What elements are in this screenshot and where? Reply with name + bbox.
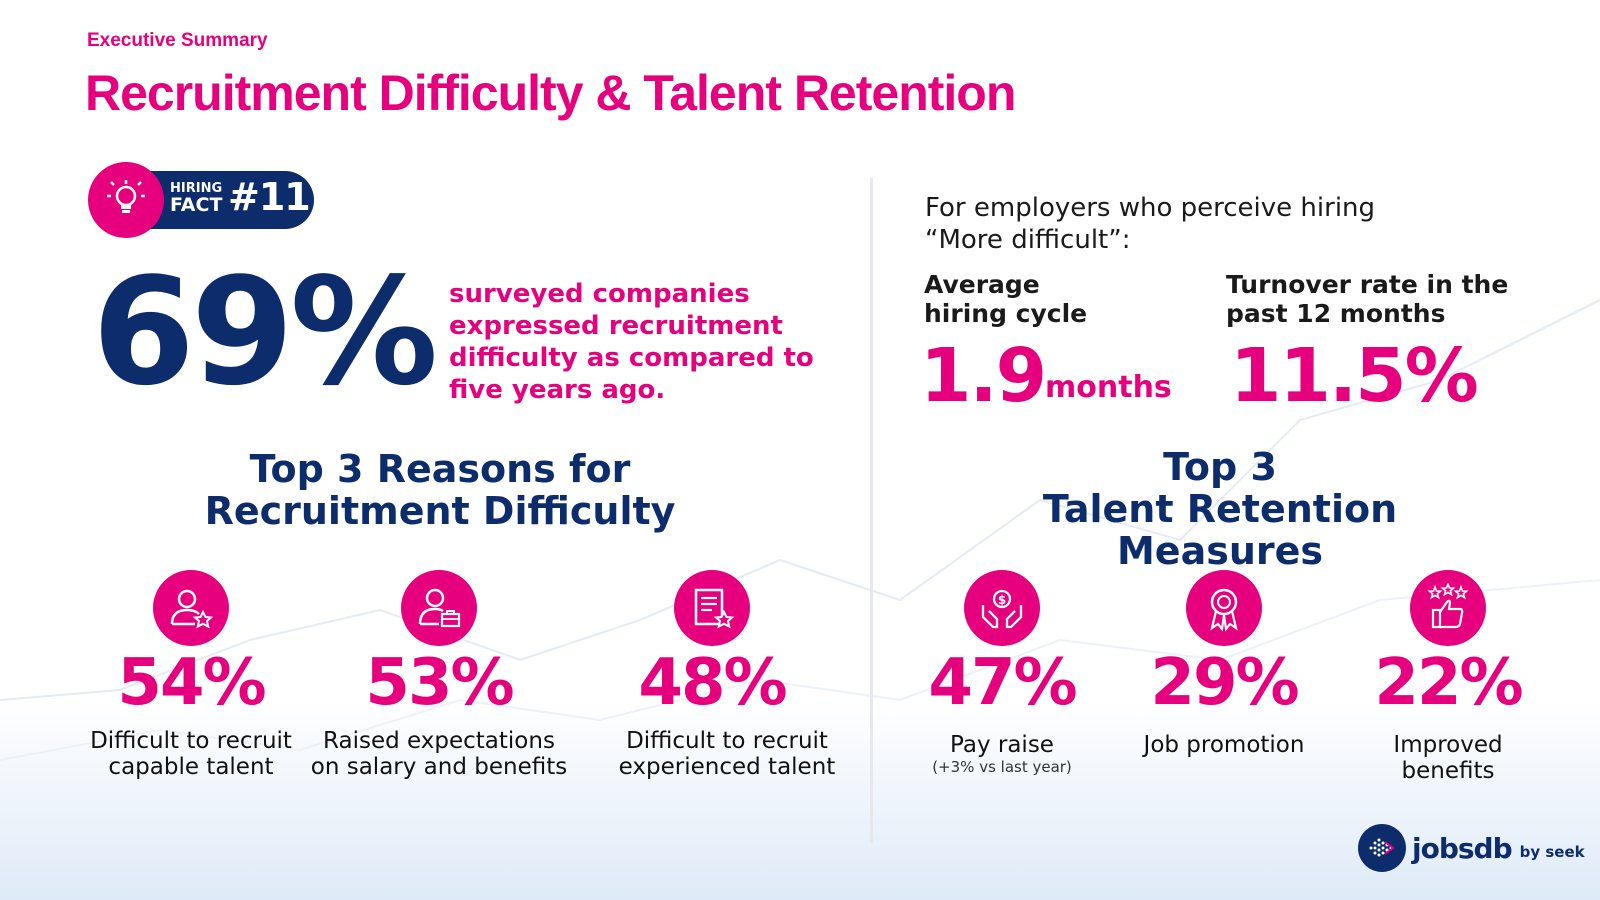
hiring-cycle-label: Average hiring cycle bbox=[924, 270, 1087, 328]
retention-label-1: Pay raise bbox=[950, 732, 1054, 758]
employers-intro-line1: For employers who perceive hiring bbox=[925, 193, 1376, 223]
hiring-cycle-label-line1: Average bbox=[924, 270, 1040, 299]
headline-description: surveyed companies expressed recruitment… bbox=[449, 279, 814, 405]
lightbulb-icon bbox=[88, 162, 164, 238]
reasons-title: Top 3 Reasons for Recruitment Difficulty bbox=[190, 448, 690, 532]
reasons-title-line2: Recruitment Difficulty bbox=[204, 489, 676, 533]
turnover-rate-label-line1: Turnover rate in the bbox=[1226, 270, 1509, 299]
reason-label-1: Difficult to recruit capable talent bbox=[71, 728, 311, 780]
reason-label-3: Difficult to recruit experienced talent bbox=[602, 728, 852, 780]
user-briefcase-icon bbox=[401, 570, 477, 646]
headline-percent: 69% bbox=[92, 246, 438, 418]
retention-sub-1: (+3% vs last year) bbox=[932, 758, 1072, 776]
turnover-rate-label-line2: past 12 months bbox=[1226, 299, 1446, 328]
hiring-cycle-unit: months bbox=[1045, 370, 1172, 405]
svg-text:$: $ bbox=[998, 593, 1006, 607]
retention-label-3: Improved benefits bbox=[1338, 732, 1558, 784]
fact-label-fact: FACT bbox=[170, 194, 223, 216]
jobsdb-logo: jobsdb by seek bbox=[1358, 823, 1585, 873]
retention-title-line2: Talent Retention Measures bbox=[1042, 487, 1398, 573]
turnover-rate-value: 11.5% bbox=[1230, 333, 1479, 419]
turnover-rate-label: Turnover rate in the past 12 months bbox=[1226, 270, 1508, 328]
user-star-icon bbox=[153, 570, 229, 646]
fact-label-hiring: HIRING bbox=[170, 181, 223, 196]
page-title: Recruitment Difficulty & Talent Retentio… bbox=[85, 65, 1016, 121]
reason-label-2-line1: Raised expectations bbox=[323, 728, 555, 754]
retention-percent-3: 22% bbox=[1374, 646, 1523, 720]
reason-label-3-line1: Difficult to recruit bbox=[626, 728, 828, 754]
retention-percent-1: 47% bbox=[928, 646, 1077, 720]
reason-label-3-line2: experienced talent bbox=[618, 754, 836, 780]
retention-label-2: Job promotion bbox=[1143, 732, 1305, 758]
hands-coin-icon: $ bbox=[964, 570, 1040, 646]
section-kicker: Executive Summary bbox=[87, 30, 268, 51]
fact-number: #11 bbox=[228, 175, 311, 219]
reason-percent-2: 53% bbox=[365, 646, 514, 720]
thumbs-up-stars-icon bbox=[1410, 570, 1486, 646]
jobsdb-wordmark: jobsdb bbox=[1412, 831, 1513, 865]
hiring-cycle-value: 1.9 bbox=[920, 333, 1047, 419]
hiring-fact-badge: HIRING FACT #11 bbox=[88, 162, 314, 238]
reason-percent-3: 48% bbox=[638, 646, 787, 720]
retention-label-3-line2: benefits bbox=[1401, 758, 1495, 784]
reason-label-1-line1: Difficult to recruit bbox=[90, 728, 292, 754]
hiring-cycle-label-line2: hiring cycle bbox=[924, 299, 1088, 328]
column-divider bbox=[870, 178, 873, 843]
reason-label-1-line2: capable talent bbox=[108, 754, 274, 780]
document-star-icon bbox=[674, 570, 750, 646]
award-ribbon-icon bbox=[1186, 570, 1262, 646]
retention-label-3-line1: Improved bbox=[1393, 732, 1503, 758]
by-seek-text: by seek bbox=[1519, 843, 1585, 861]
retention-title: Top 3 Talent Retention Measures bbox=[950, 446, 1490, 572]
reasons-title-line1: Top 3 Reasons for bbox=[249, 447, 631, 491]
employers-intro: For employers who perceive hiring “More … bbox=[925, 192, 1375, 256]
reason-percent-1: 54% bbox=[117, 646, 266, 720]
retention-percent-2: 29% bbox=[1150, 646, 1299, 720]
employers-intro-line2: “More difficult”: bbox=[925, 225, 1131, 255]
reason-label-2-line2: on salary and benefits bbox=[310, 754, 568, 780]
reason-label-2: Raised expectations on salary and benefi… bbox=[309, 728, 569, 780]
jobsdb-logo-mark bbox=[1358, 824, 1406, 872]
retention-title-line1: Top 3 bbox=[1163, 445, 1277, 489]
